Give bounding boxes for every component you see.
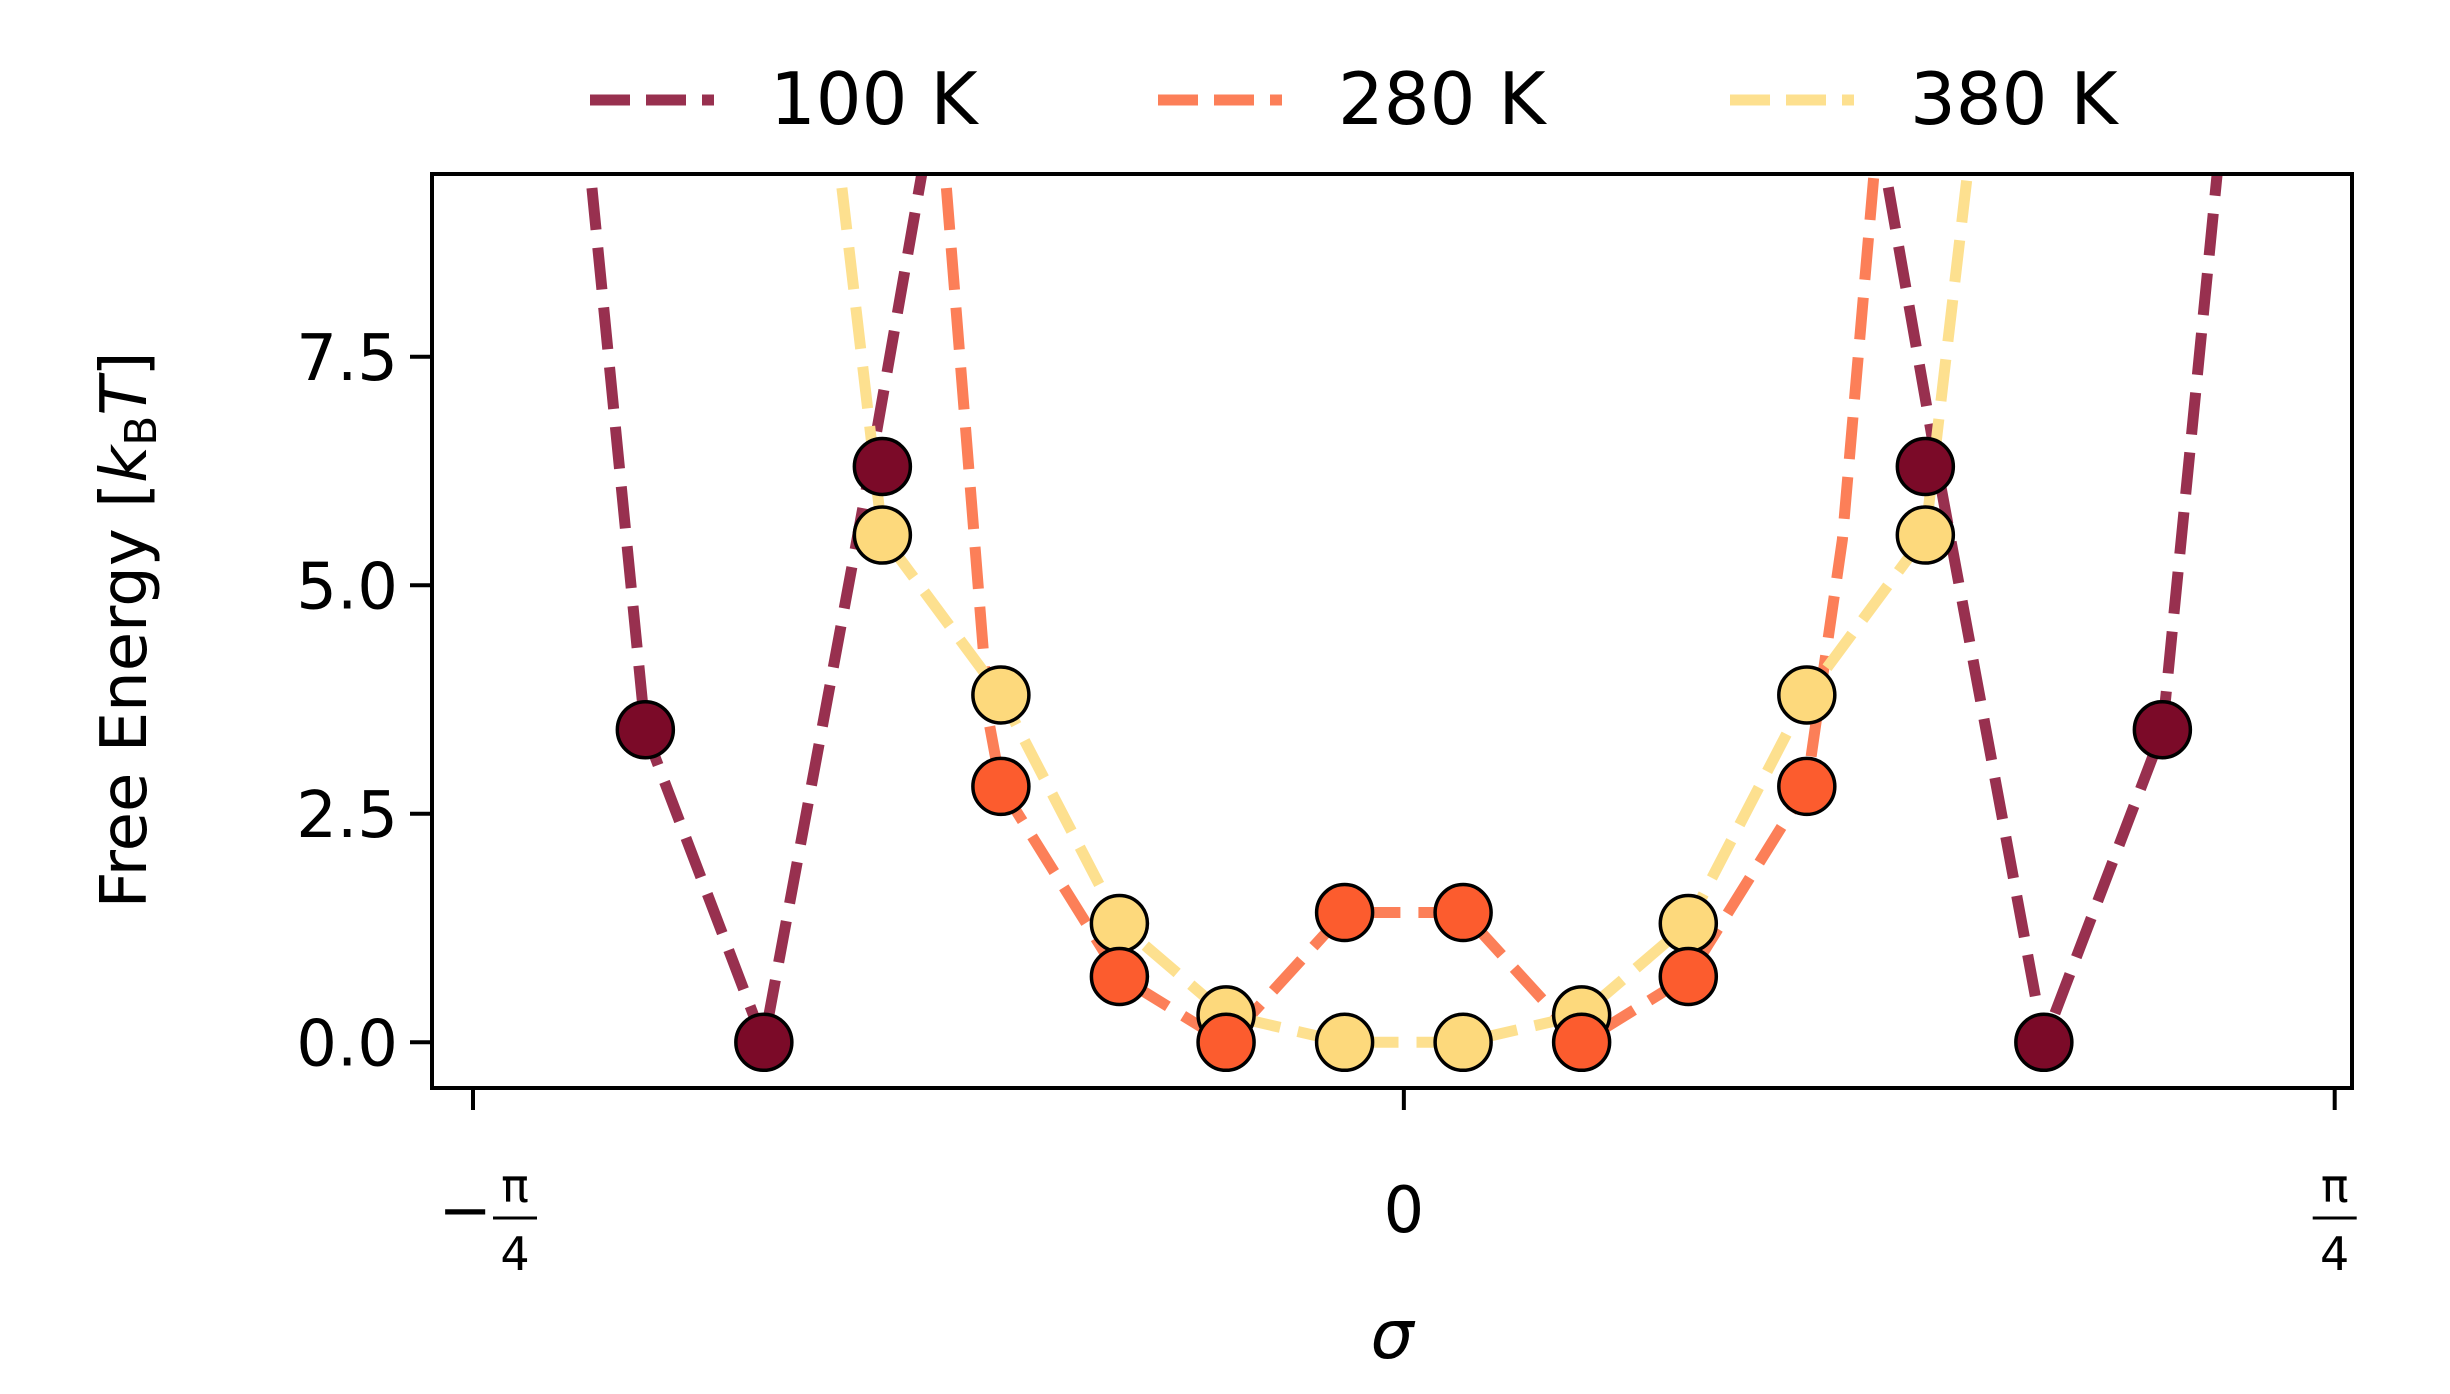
data-point bbox=[1658, 946, 1719, 1007]
series-layer bbox=[585, 174, 2223, 1048]
data-point bbox=[1196, 1012, 1256, 1073]
y-axis: 0.0 2.5 5.0 7.5 bbox=[296, 322, 432, 1081]
legend-label: 100 K bbox=[770, 57, 979, 141]
series-line bbox=[1880, 174, 2223, 1048]
y-tick-label: 0.0 bbox=[296, 1007, 398, 1081]
data-point bbox=[1314, 1012, 1375, 1073]
data-point bbox=[1777, 665, 1837, 725]
y-tick-label: 7.5 bbox=[296, 322, 398, 396]
x-tick-label: π4 bbox=[2312, 1159, 2357, 1281]
data-point bbox=[1433, 882, 1493, 943]
legend: 100 K 280 K 380 K bbox=[590, 57, 2119, 141]
y-tick-label: 5.0 bbox=[296, 550, 398, 624]
series-line bbox=[585, 174, 928, 1048]
x-axis: − π40 π4 bbox=[438, 1088, 2357, 1281]
data-point bbox=[2014, 1012, 2074, 1073]
x-tick-denominator: 4 bbox=[2320, 1227, 2349, 1281]
points-layer bbox=[615, 436, 2193, 1073]
data-point bbox=[971, 665, 1031, 725]
x-axis-label: σ bbox=[1370, 1296, 1415, 1375]
data-point bbox=[1658, 893, 1719, 954]
data-point bbox=[1895, 505, 1956, 565]
y-axis-label-t: T bbox=[88, 372, 162, 416]
data-point bbox=[1089, 893, 1150, 954]
series-line bbox=[939, 174, 1880, 1048]
data-point bbox=[615, 699, 676, 760]
x-tick-numerator: π bbox=[2321, 1159, 2349, 1213]
x-tick-label: − π 4 bbox=[438, 1159, 538, 1281]
data-point bbox=[1551, 1012, 1612, 1073]
data-point bbox=[1314, 882, 1375, 943]
y-axis-label: Free Energy [kBT] bbox=[88, 352, 167, 909]
data-point bbox=[852, 436, 913, 497]
y-axis-label-sub: B bbox=[116, 416, 167, 446]
y-axis-label-close: ] bbox=[88, 352, 162, 377]
plot-frame bbox=[430, 172, 2354, 1090]
data-point bbox=[2132, 699, 2193, 760]
data-point bbox=[1895, 436, 1956, 497]
x-tick-numerator: π bbox=[501, 1159, 529, 1213]
data-point bbox=[1089, 946, 1150, 1007]
data-point bbox=[971, 756, 1031, 817]
legend-label: 280 K bbox=[1338, 57, 1547, 141]
data-point bbox=[734, 1012, 794, 1073]
x-tick-denominator: 4 bbox=[500, 1227, 529, 1281]
series-line bbox=[834, 174, 1973, 1048]
y-axis-label-main: Free Energy [ bbox=[88, 483, 162, 909]
data-point bbox=[1433, 1012, 1493, 1073]
legend-label: 380 K bbox=[1910, 57, 2119, 141]
data-point bbox=[852, 505, 913, 565]
y-tick-label: 2.5 bbox=[296, 779, 398, 853]
data-point bbox=[1777, 756, 1837, 817]
x-tick-minus: − bbox=[438, 1174, 492, 1248]
y-axis-label-k: k bbox=[88, 443, 162, 483]
x-tick-label: 0 bbox=[1383, 1174, 1424, 1248]
